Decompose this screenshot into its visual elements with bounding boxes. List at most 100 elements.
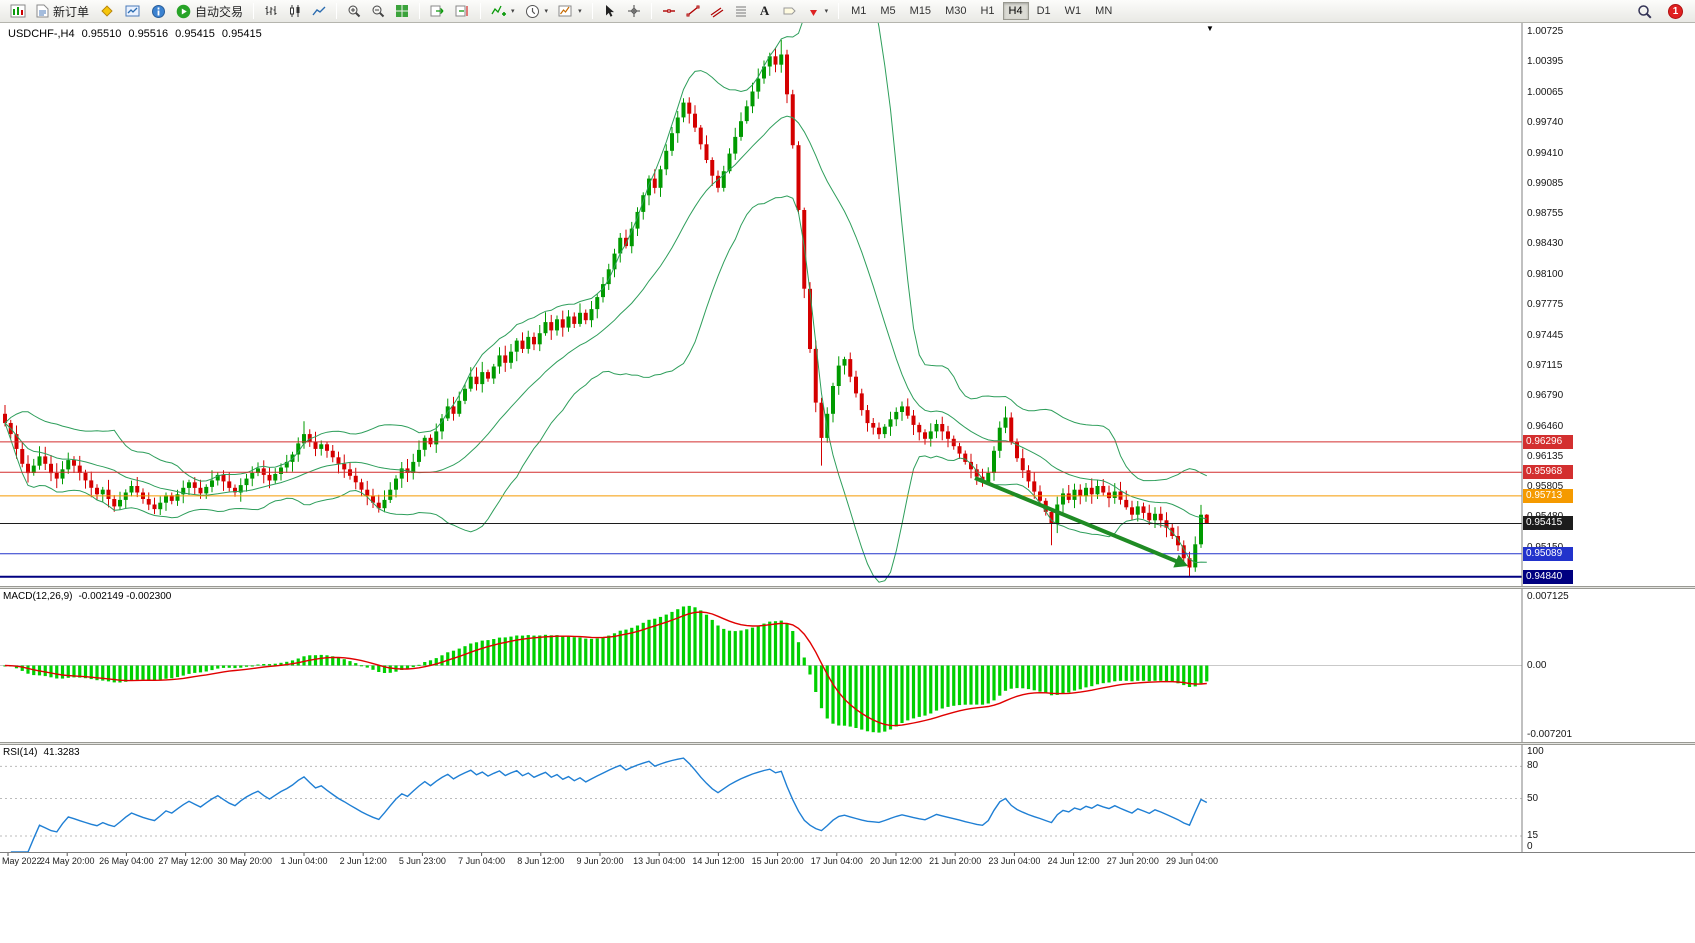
timeframe-m15[interactable]: M15 [904, 2, 937, 20]
price-badge-0.95713[interactable]: 0.95713 [1523, 489, 1573, 503]
timeframe-m5[interactable]: M5 [874, 2, 901, 20]
macd-name: MACD(12,26,9) [3, 591, 73, 602]
chart-marker-icon: ▼ [1206, 24, 1214, 33]
bar-chart-button[interactable] [260, 1, 282, 21]
timeframe-w1[interactable]: W1 [1059, 2, 1088, 20]
notification-badge[interactable]: 1 [1668, 3, 1683, 19]
cursor-icon [606, 5, 615, 17]
crosshair-button[interactable] [623, 1, 645, 21]
timeframe-m1[interactable]: M1 [845, 2, 872, 20]
time-axis-border [0, 852, 1695, 853]
algo-trading-icon [176, 4, 191, 18]
candle-chart-button[interactable] [284, 1, 306, 21]
toolbar-separator [591, 3, 593, 19]
price-badge-0.94840[interactable]: 0.94840 [1523, 570, 1573, 584]
price-axis-tick: 0.98430 [1527, 238, 1564, 249]
timeframe-d1[interactable]: D1 [1031, 2, 1057, 20]
auto-scroll-button[interactable] [426, 1, 449, 21]
toolbar-separator [253, 3, 255, 19]
dropdown-caret-icon: ▾ [578, 8, 582, 15]
price-axis-tick: 0.99740 [1527, 117, 1564, 128]
timeframe-group: M1 M5 M15 M30 H1 H4 D1 W1 MN [845, 2, 1118, 20]
rsi-axis-0: 0 [1527, 841, 1533, 852]
panel-splitter-rsi[interactable] [0, 742, 1695, 745]
bar-close-value: 0.95415 [221, 28, 262, 40]
horizontal-line-button[interactable] [658, 1, 680, 21]
timeframe-h4[interactable]: H4 [1002, 2, 1029, 20]
arrow-shape-icon [809, 9, 817, 16]
data-window-icon [152, 4, 166, 18]
price-axis-tick: 0.98755 [1527, 208, 1564, 219]
candlesticks-layer [3, 39, 1209, 577]
price-badge-0.95415[interactable]: 0.95415 [1523, 516, 1573, 530]
time-axis-label: 5 Jun 23:00 [398, 856, 446, 866]
trend-arrow-head [1173, 554, 1188, 568]
new-chart-button[interactable] [6, 1, 30, 21]
fibonacci-icon [735, 6, 746, 17]
time-axis-label: 21 Jun 20:00 [929, 856, 982, 866]
timeframe-h1[interactable]: H1 [974, 2, 1000, 20]
text-button[interactable]: A [754, 1, 776, 21]
text-tool-icon: A [759, 3, 770, 18]
dropdown-caret-icon: ▾ [824, 8, 829, 15]
toolbar-separator [419, 3, 421, 19]
market-watch-button[interactable] [121, 1, 145, 21]
price-axis-tick: 0.95805 [1527, 481, 1564, 492]
panel-splitter-macd[interactable] [0, 586, 1695, 589]
price-axis-tick: 0.99085 [1527, 178, 1564, 189]
zoom-out-button[interactable] [367, 1, 389, 21]
timeframe-mn[interactable]: MN [1089, 2, 1118, 20]
shapes-button[interactable]: ▾ [803, 1, 833, 21]
candle-chart-icon [290, 5, 300, 17]
time-axis-label: 14 Jun 12:00 [692, 856, 745, 866]
bar-high-value: 0.95516 [128, 28, 169, 40]
channel-button[interactable] [706, 1, 728, 21]
zoom-out-icon [372, 5, 385, 18]
new-order-button[interactable]: 新订单 [32, 1, 93, 21]
bar-chart-icon [265, 6, 277, 15]
algo-trading-label: 自动交易 [195, 4, 244, 19]
rsi-name: RSI(14) [3, 747, 38, 758]
new-order-label: 新订单 [53, 4, 90, 19]
line-chart-button[interactable] [308, 1, 330, 21]
price-axis-tick: 0.96135 [1527, 451, 1564, 462]
data-window-button[interactable] [147, 1, 170, 21]
search-button[interactable] [1633, 1, 1656, 21]
price-axis-tick: 0.97445 [1527, 330, 1564, 341]
fibonacci-button[interactable] [730, 1, 752, 21]
toolbar-separator [336, 3, 338, 19]
cursor-button[interactable] [599, 1, 621, 21]
toolbar-separator [650, 3, 652, 19]
dropdown-caret-icon: ▾ [511, 8, 515, 15]
rsi-label: RSI(14) 41.3283 [3, 747, 80, 758]
indicators-button[interactable]: ▾ [487, 1, 519, 21]
price-axis-tick: 0.96460 [1527, 421, 1564, 432]
time-axis-label: 23 Jun 04:00 [988, 856, 1041, 866]
price-badge-0.96296[interactable]: 0.96296 [1523, 435, 1573, 449]
periods-button[interactable]: ▾ [521, 1, 553, 21]
price-axis-tick: 0.97115 [1527, 360, 1563, 371]
time-axis-label: 9 Jun 20:00 [576, 856, 624, 866]
timeframe-m30[interactable]: M30 [939, 2, 972, 20]
rsi-axis-100: 100 [1527, 746, 1544, 757]
templates-button[interactable]: ▾ [554, 1, 586, 21]
time-axis-label: 27 May 12:00 [158, 856, 213, 866]
periods-clock-icon [525, 4, 539, 18]
trendline-button[interactable] [682, 1, 704, 21]
chart-shift-button[interactable] [451, 1, 474, 21]
trend-arrow[interactable] [974, 476, 1181, 565]
text-label-button[interactable] [778, 1, 801, 21]
price-badge-0.95968[interactable]: 0.95968 [1523, 465, 1573, 479]
rsi-value: 41.3283 [43, 747, 80, 758]
time-axis-label: 1 Jun 04:00 [280, 856, 328, 866]
metaeditor-button[interactable] [95, 1, 119, 21]
horizontal-line-icon [662, 9, 675, 13]
time-axis-label: 2 Jun 12:00 [339, 856, 387, 866]
tile-windows-button[interactable] [391, 1, 413, 21]
price-badge-0.95089[interactable]: 0.95089 [1523, 547, 1573, 561]
time-axis-label: 26 May 04:00 [99, 856, 154, 866]
algo-trading-button[interactable]: 自动交易 [172, 1, 247, 21]
tile-windows-icon [396, 5, 409, 17]
zoom-in-button[interactable] [343, 1, 365, 21]
